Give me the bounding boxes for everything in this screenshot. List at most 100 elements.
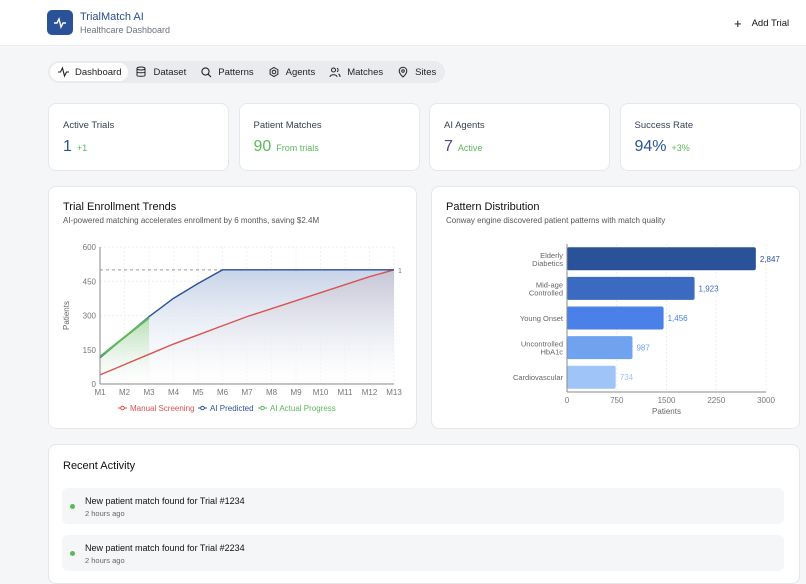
- card-subtitle: AI-powered matching accelerates enrollme…: [63, 216, 320, 225]
- x-tick-label: M11: [338, 388, 354, 397]
- x-tick-label: M10: [313, 388, 329, 397]
- x-tick-label: 750: [610, 396, 624, 405]
- stat-value: 94%: [634, 138, 667, 155]
- x-tick-label: M2: [119, 388, 131, 397]
- series-line-2: [99, 316, 150, 358]
- stat-value-wrap: 7 Active: [444, 138, 482, 156]
- status-dot: [70, 551, 75, 556]
- stat-label: Success Rate: [634, 120, 694, 131]
- x-tick-label: M3: [143, 388, 155, 397]
- enrollment-line-chart: 0 150 300 450 600 M1 M2 M3 M4 M5 M6 M7 M8 M9 M10 M11 M12…: [62, 243, 402, 413]
- pattern-bar-chart: 0 750 1500 2250 3000 2,847 Elderly Diabetics 1,9…: [513, 244, 781, 416]
- stat-sub: +3%: [671, 143, 690, 153]
- x-tick-label: M8: [266, 388, 278, 397]
- category-label: Mid-age Controlled: [529, 280, 563, 297]
- svg-text:Manual Screening: Manual Screening: [130, 404, 194, 413]
- stat-sub: Active: [457, 143, 483, 153]
- stat-sub: +1: [76, 143, 88, 153]
- nav-tab-agents[interactable]: Agents: [261, 63, 323, 81]
- database-icon: [136, 66, 146, 77]
- legend-item[interactable]: AI Predicted: [198, 404, 254, 413]
- card-title: Pattern Distribution: [446, 201, 540, 213]
- category-label: Young Onset: [520, 314, 564, 323]
- reference-label: 1: [398, 268, 402, 275]
- activity-item[interactable]: New patient match found for Trial #2234 2…: [62, 535, 784, 571]
- bar[interactable]: [567, 306, 664, 330]
- legend-item[interactable]: AI Actual Progress: [258, 404, 336, 413]
- y-tick-label: 0: [92, 380, 97, 389]
- nav-tab-matches[interactable]: Matches: [322, 63, 390, 81]
- stat-card: Patient Matches 90 From trials: [238, 103, 420, 171]
- stat-card: Success Rate 94% +3%: [619, 103, 801, 171]
- app-title: TrialMatch AI: [80, 11, 144, 23]
- stat-value: 7: [444, 138, 453, 155]
- bar[interactable]: [567, 336, 633, 360]
- svg-text:AI Predicted: AI Predicted: [210, 404, 254, 413]
- activity-icon: [54, 16, 66, 29]
- card-title: Trial Enrollment Trends: [63, 201, 177, 213]
- ai-actual-area: [100, 317, 149, 384]
- category-label: Uncontrolled HbA1c: [521, 340, 563, 357]
- legend-item[interactable]: Manual Screening: [118, 404, 194, 413]
- app-logo: [47, 10, 73, 35]
- bar-value-label: 1,923: [699, 284, 720, 293]
- app-header: TrialMatch AI Healthcare Dashboard + Add …: [0, 0, 806, 46]
- nav-tab-dataset[interactable]: Dataset: [128, 63, 193, 81]
- stat-sub: From trials: [276, 143, 319, 153]
- x-tick-label: 1500: [658, 396, 676, 405]
- nav-tab-patterns[interactable]: Patterns: [193, 63, 260, 81]
- x-tick-label: M4: [168, 388, 180, 397]
- stat-value-wrap: 1 +1: [63, 138, 87, 156]
- nav-tab-sites[interactable]: Sites: [390, 63, 443, 81]
- stat-value-wrap: 90 From trials: [254, 138, 319, 156]
- activity-item[interactable]: New patient match found for Trial #1234 2…: [62, 488, 784, 524]
- bar-value-label: 1,456: [668, 314, 689, 323]
- x-tick-label: 3000: [757, 396, 775, 405]
- stat-value: 90: [253, 138, 272, 155]
- main-nav: Dashboard Dataset Patterns Agents Matches Sit…: [48, 61, 446, 83]
- y-tick-label: 150: [83, 346, 97, 355]
- bar[interactable]: [567, 365, 616, 389]
- category-label: Cardiovascular: [513, 373, 564, 382]
- x-tick-label: M6: [217, 388, 229, 397]
- x-tick-label: M7: [241, 388, 253, 397]
- bar[interactable]: [567, 276, 695, 300]
- y-tick-label: 600: [83, 243, 97, 252]
- bar[interactable]: [567, 247, 756, 271]
- stat-value: 1: [63, 138, 72, 155]
- card-title: Recent Activity: [63, 460, 136, 472]
- app-subtitle: Healthcare Dashboard: [80, 25, 171, 35]
- category-label: Elderly Diabetics: [532, 251, 563, 268]
- stat-label: AI Agents: [444, 120, 485, 131]
- series-line-1: [99, 269, 394, 359]
- activity-icon: [58, 66, 69, 78]
- bar-value-label: 2,847: [760, 255, 781, 264]
- bar-value-label: 987: [636, 344, 650, 353]
- svg-text:AI Actual Progress: AI Actual Progress: [270, 404, 336, 413]
- search-icon: [201, 67, 212, 78]
- gear-icon: [269, 66, 279, 78]
- x-axis-label: Patients: [652, 407, 681, 416]
- stat-value-wrap: 94% +3%: [635, 138, 690, 156]
- stat-card: AI Agents 7 Active: [429, 103, 610, 171]
- card-subtitle: Conway engine discovered patient pattern…: [446, 216, 666, 225]
- add-trial-button[interactable]: + Add Trial: [734, 16, 790, 31]
- series-line-0: [99, 269, 395, 376]
- stat-card: Active Trials 1 +1: [48, 103, 229, 171]
- x-tick-label: M13: [386, 388, 402, 397]
- x-tick-label: M12: [362, 388, 378, 397]
- stat-label: Patient Matches: [253, 120, 322, 131]
- x-tick-label: 2250: [707, 396, 725, 405]
- status-dot: [70, 504, 75, 509]
- y-tick-label: 300: [83, 312, 97, 321]
- stat-label: Active Trials: [63, 120, 115, 131]
- plus-icon: +: [734, 16, 742, 31]
- users-icon: [329, 67, 341, 78]
- manual-area: [100, 269, 394, 384]
- bar-value-label: 734: [620, 373, 634, 382]
- x-tick-label: M1: [94, 388, 106, 397]
- x-tick-label: M9: [290, 388, 302, 397]
- map-pin-icon: [398, 66, 408, 78]
- y-axis-label: Patients: [62, 301, 71, 330]
- nav-tab-dashboard[interactable]: Dashboard: [50, 63, 129, 81]
